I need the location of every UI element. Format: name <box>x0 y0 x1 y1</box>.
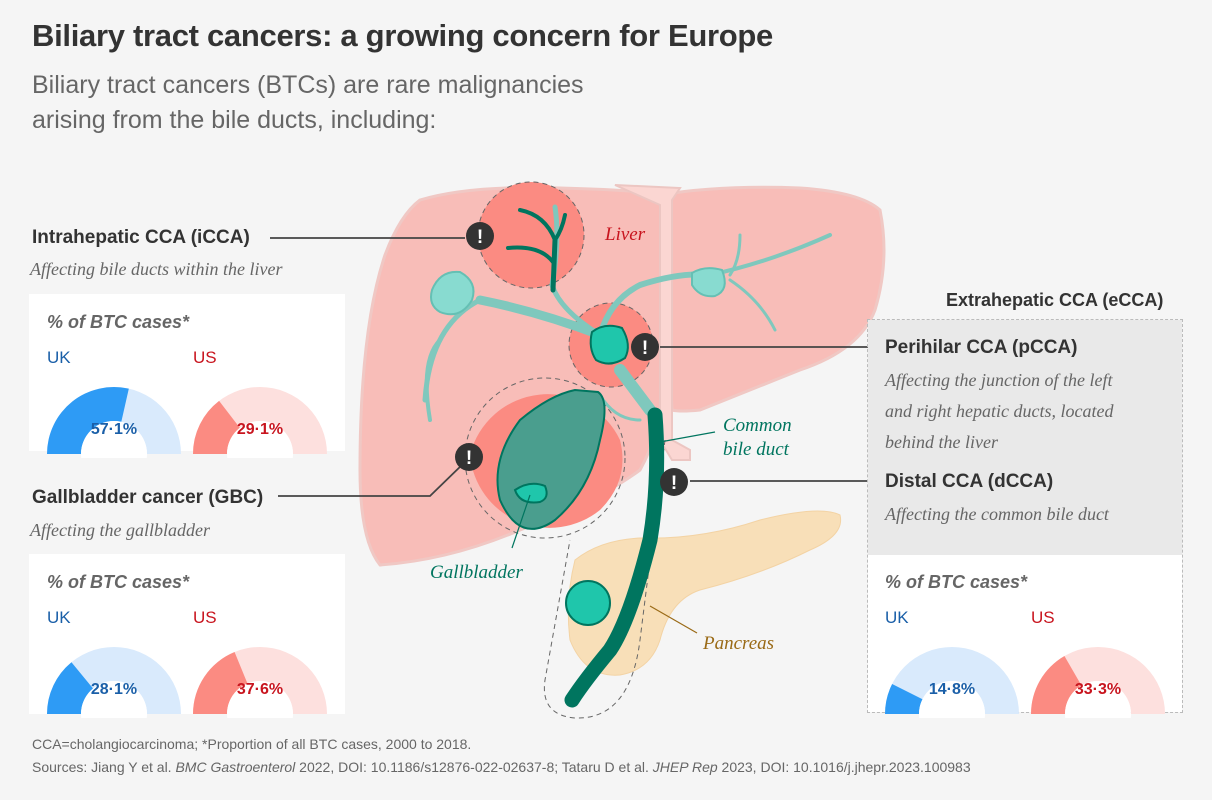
gauge-label-us: US <box>193 348 217 367</box>
pancreas-label: Pancreas <box>702 633 774 654</box>
liver-label: Liver <box>604 224 646 245</box>
common-bile-duct-label-1: Common <box>723 415 792 436</box>
icca-title: Intrahepatic CCA (iCCA) <box>32 227 250 248</box>
svg-text:!: ! <box>466 448 472 469</box>
gauge-fill <box>47 387 129 454</box>
gauge-arc <box>1031 647 1165 718</box>
pcca-desc-line-2: and right hepatic ducts, located <box>885 401 1114 421</box>
gauge-center <box>1065 681 1131 718</box>
page-title: Biliary tract cancers: a growing concern… <box>32 18 773 53</box>
gbc-stats-card: % of BTC cases* UK 28·1% US 37·6% <box>29 554 345 718</box>
pcca-tumour <box>589 324 629 365</box>
dcca-zone-outline <box>543 439 666 719</box>
gauge-center <box>81 681 147 718</box>
gauge-fill <box>193 652 248 714</box>
pcca-title: Perihilar CCA (pCCA) <box>885 337 1078 358</box>
nodule-right <box>691 267 726 298</box>
pcca-desc-line-3: behind the liver <box>885 432 998 452</box>
page-subtitle: Biliary tract cancers (BTCs) are rare ma… <box>32 68 652 138</box>
icca-stats-card: % of BTC cases* UK 57·1% US 29·1% <box>29 294 345 458</box>
gauge-value-uk: 28·1% <box>90 681 138 698</box>
icca-description: Affecting bile ducts within the liver <box>30 259 283 279</box>
svg-text:!: ! <box>642 338 648 359</box>
gauge-label-uk: UK <box>885 608 909 627</box>
icca-us-gauge: US 29·1% <box>193 348 333 458</box>
gauge-label-us: US <box>1031 608 1055 627</box>
gauge-arc <box>193 647 327 718</box>
icca-card-title: % of BTC cases* <box>47 312 190 332</box>
ecca-us-gauge: US 33·3% <box>1031 608 1171 718</box>
gallbladder-tumour <box>513 482 548 504</box>
journal-2: JHEP Rep <box>652 759 718 775</box>
alert-icon-gbc[interactable]: ! <box>455 443 483 471</box>
footnote-definitions: CCA=cholangiocarcinoma; *Proportion of a… <box>32 736 472 752</box>
common-bile-duct-label-2: bile duct <box>723 439 790 460</box>
pcca-desc-line-1: Affecting the junction of the left <box>885 370 1113 390</box>
ecca-title: Extrahepatic CCA (eCCA) <box>946 290 1164 310</box>
gauge-value-us: 37·6% <box>236 681 284 698</box>
falciform-ligament <box>614 184 691 461</box>
dcca-description: Affecting the common bile duct <box>885 504 1109 524</box>
gauge-value-us: 33·3% <box>1074 681 1122 698</box>
gbc-outline <box>464 377 626 539</box>
gauge-center <box>227 421 293 458</box>
gauge-arc <box>47 647 181 718</box>
gauge-fill <box>885 683 923 714</box>
dcca-tumour <box>565 580 611 626</box>
leader-lines <box>511 431 716 634</box>
liver-left-lobe <box>658 185 886 413</box>
alert-icon-dcca[interactable]: ! <box>660 468 688 496</box>
gbc-title: Gallbladder cancer (GBC) <box>32 487 264 508</box>
nodule-left <box>430 270 475 316</box>
gauge-center <box>227 681 293 718</box>
reference-1: 2022, DOI: 10.1186/s12876-022-02637-8; T… <box>295 759 653 775</box>
dcca-title: Distal CCA (dCCA) <box>885 471 1054 492</box>
gauge-center <box>919 681 985 718</box>
gauge-label-uk: UK <box>47 348 71 367</box>
gbc-uk-gauge: UK 28·1% <box>47 608 187 718</box>
gauge-value-uk: 14·8% <box>928 681 976 698</box>
sources-prefix: Sources: Jiang Y et al. <box>32 759 176 775</box>
svg-text:!: ! <box>671 473 677 494</box>
gauge-label-us: US <box>193 608 217 627</box>
icca-uk-gauge: UK 57·1% <box>47 348 187 458</box>
gauge-fill <box>47 662 94 714</box>
gbc-card-title: % of BTC cases* <box>47 572 190 592</box>
gauge-value-us: 29·1% <box>236 421 284 438</box>
reference-2: 2023, DOI: 10.1016/j.jhepr.2023.100983 <box>717 759 971 775</box>
journal-1: BMC Gastroenterol <box>175 759 296 775</box>
gauge-arc <box>885 647 1019 718</box>
gauge-label-uk: UK <box>47 608 71 627</box>
connector-lines <box>270 237 875 497</box>
pcca-description: Affecting the junction of the left and r… <box>885 365 1113 458</box>
alert-icon-icca[interactable]: ! <box>466 222 494 250</box>
gallbladder-label: Gallbladder <box>430 562 523 583</box>
gauge-value-uk: 57·1% <box>90 421 138 438</box>
subtitle-line-1: Biliary tract cancers (BTCs) are rare ma… <box>32 71 584 99</box>
gauge-arc <box>193 387 327 458</box>
gauge-fill <box>1031 656 1082 714</box>
bile-ducts <box>422 204 832 708</box>
gauge-fill <box>193 400 240 454</box>
alert-icon-pcca[interactable]: ! <box>631 333 659 361</box>
ecca-box: Perihilar CCA (pCCA) Affecting the junct… <box>867 319 1183 718</box>
gbc-description: Affecting the gallbladder <box>30 520 210 540</box>
ecca-uk-gauge: UK 14·8% <box>885 608 1025 718</box>
svg-text:!: ! <box>477 227 483 248</box>
footnote-sources: Sources: Jiang Y et al. BMC Gastroentero… <box>32 759 971 775</box>
ecca-description-panel <box>868 320 1182 555</box>
gauge-arc <box>47 387 181 458</box>
gbc-us-gauge: US 37·6% <box>193 608 333 718</box>
subtitle-line-2: arising from the bile ducts, including: <box>32 106 437 134</box>
gauge-center <box>81 421 147 458</box>
ecca-card-title: % of BTC cases* <box>885 572 1028 592</box>
